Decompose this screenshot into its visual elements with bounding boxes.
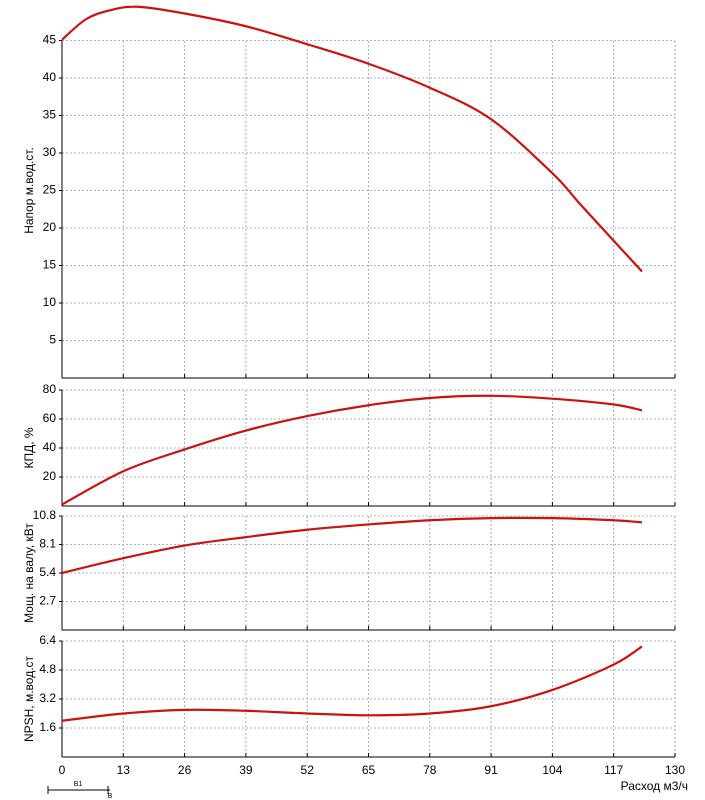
y-tick-label: 6.4: [39, 633, 56, 647]
y-tick-label: 8.1: [39, 537, 56, 551]
y-tick-label: 30: [43, 145, 57, 159]
x-tick-label: 26: [178, 763, 192, 777]
y-tick-label: 15: [43, 258, 57, 272]
y-tick-label: 45: [43, 33, 57, 47]
y-tick-label: 35: [43, 108, 57, 122]
y-axis-label: NPSH, м.вод.ст: [22, 655, 36, 742]
y-tick-label: 2.7: [39, 594, 56, 608]
x-tick-label: 52: [301, 763, 315, 777]
head-curve: [61, 645, 643, 722]
y-axis-label: Мощ. на валу, кВт: [22, 523, 36, 623]
y-tick-label: 80: [43, 382, 57, 396]
x-tick-label: 130: [665, 763, 685, 777]
y-tick-label: 4.8: [39, 662, 56, 676]
y-tick-label: 1.6: [39, 720, 56, 734]
x-tick-label: 13: [117, 763, 131, 777]
x-axis-label: Расход м3/ч: [621, 779, 688, 793]
y-axis-label: Напор м.вод.ст.: [22, 147, 36, 234]
y-tick-label: 5.4: [39, 565, 56, 579]
head-curve: [61, 5, 643, 273]
y-axis-label: КПД, %: [22, 427, 36, 468]
y-tick-label: 25: [43, 183, 57, 197]
x-tick-label: 39: [239, 763, 253, 777]
head-curve: [61, 516, 643, 575]
y-tick-label: 40: [43, 70, 57, 84]
annotation: B: [108, 793, 113, 800]
y-tick-label: 20: [43, 469, 57, 483]
x-tick-label: 104: [542, 763, 562, 777]
x-tick-label: 117: [604, 763, 623, 777]
y-tick-label: 3.2: [39, 691, 56, 705]
y-tick-label: 60: [43, 411, 57, 425]
x-tick-label: 0: [59, 763, 66, 777]
annotation: B1: [74, 781, 83, 788]
y-tick-label: 20: [43, 220, 57, 234]
x-tick-label: 91: [484, 763, 498, 777]
x-tick-label: 65: [362, 763, 376, 777]
y-tick-label: 5: [49, 333, 56, 347]
y-tick-label: 40: [43, 440, 57, 454]
y-tick-label: 10: [43, 295, 57, 309]
head-curve: [61, 394, 643, 506]
y-tick-label: 10.8: [33, 508, 57, 522]
x-tick-label: 78: [423, 763, 437, 777]
